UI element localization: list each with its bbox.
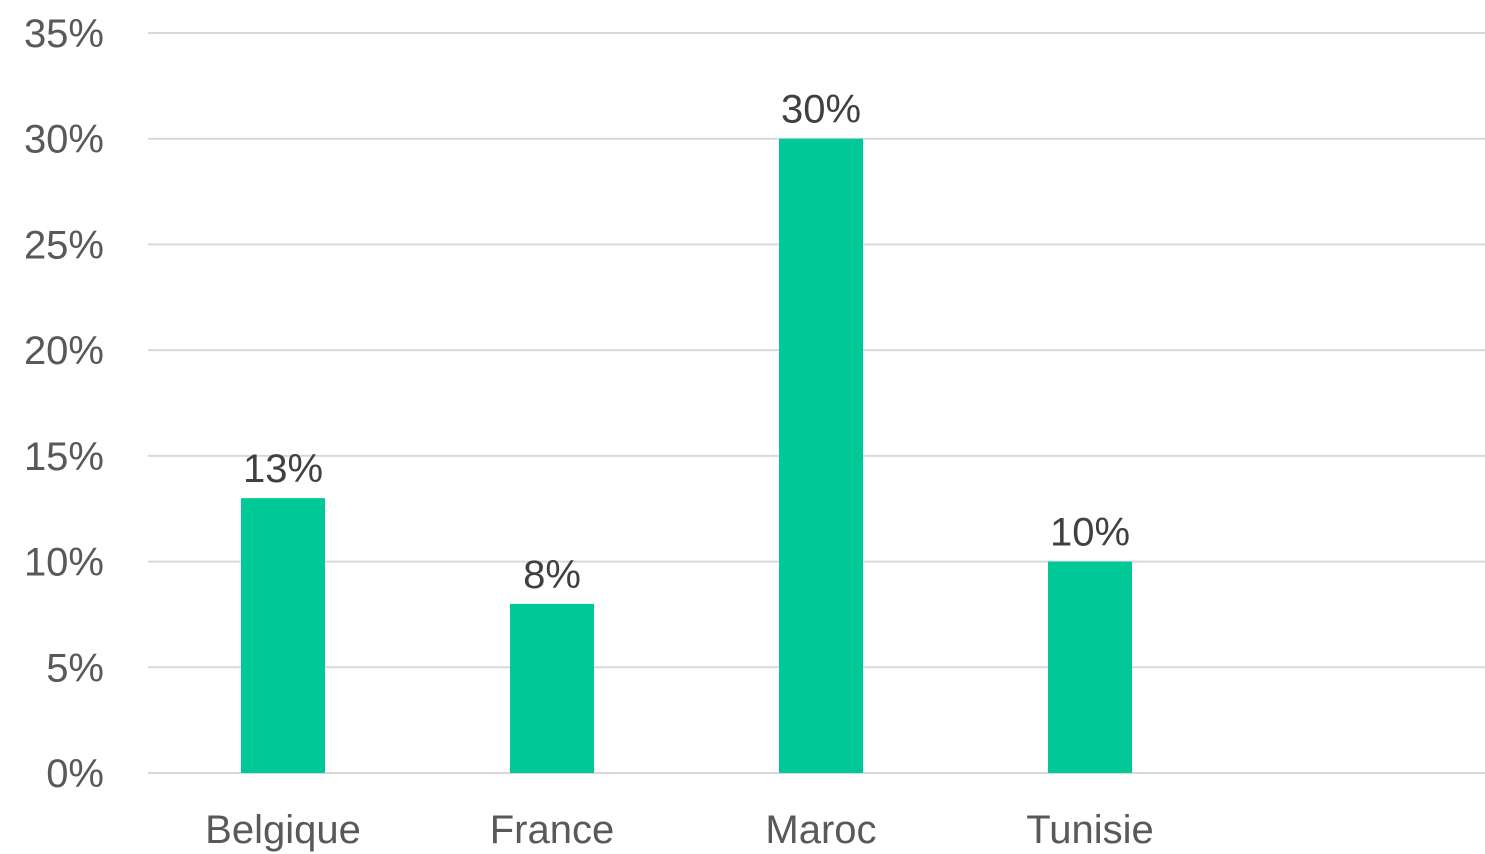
y-tick-label: 15% [24,435,104,479]
bar-france [510,603,594,773]
y-tick-label: 0% [46,752,104,796]
bar-maroc [779,138,863,773]
data-label-maroc: 30% [781,88,861,132]
x-tick-label-tunisie: Tunisie [1026,808,1153,852]
data-labels: 13% 8% 30% 10% [243,88,1130,597]
bar-tunisie [1048,561,1132,773]
y-tick-label: 25% [24,223,104,267]
x-tick-label-maroc: Maroc [765,808,876,852]
data-label-france: 8% [523,553,581,597]
y-tick-label: 20% [24,329,104,373]
x-tick-label-france: France [490,808,615,852]
y-tick-label: 30% [24,118,104,162]
bars [241,138,1132,773]
y-tick-label: 5% [46,646,104,690]
data-label-tunisie: 10% [1050,511,1130,555]
bar-belgique [241,498,325,773]
y-axis: 0% 5% 10% 15% 20% 25% 30% 35% [24,12,104,796]
x-tick-label-belgique: Belgique [205,808,361,852]
y-tick-label: 10% [24,541,104,585]
y-tick-label: 35% [24,12,104,56]
x-axis: Belgique France Maroc Tunisie [205,808,1154,852]
data-label-belgique: 13% [243,447,323,491]
